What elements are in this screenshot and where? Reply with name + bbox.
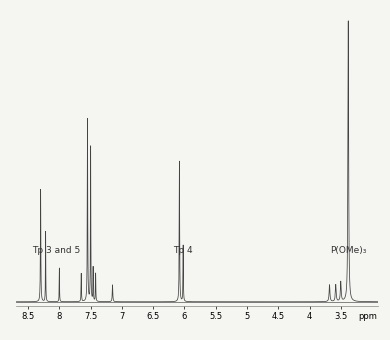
Text: Tp 4: Tp 4 xyxy=(174,246,193,255)
Text: ppm: ppm xyxy=(358,312,377,321)
Text: P(OMe)₃: P(OMe)₃ xyxy=(330,246,367,255)
Text: Tp 3 and 5: Tp 3 and 5 xyxy=(32,246,80,255)
